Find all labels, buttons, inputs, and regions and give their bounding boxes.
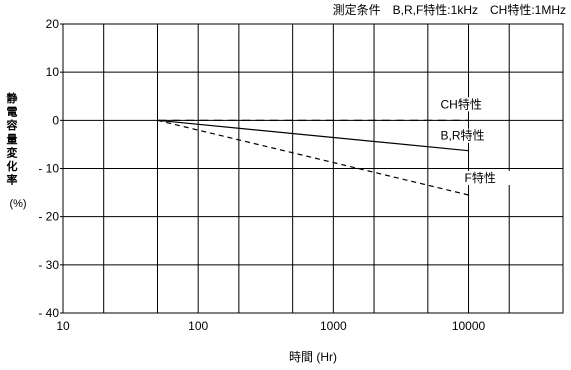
y-tick-label: - 20 [38, 210, 59, 224]
series-line-1 [157, 119, 469, 152]
series-labels: CH特性 B,R特性 F特性 [438, 96, 519, 185]
y-tick-label: - 30 [38, 258, 59, 272]
y-tick-labels: 20 10 0 - 10 - 20 - 30 - 40 [38, 17, 63, 320]
series-label-bg [462, 170, 519, 185]
series-layer [157, 119, 469, 196]
x-axis-label: 時間 (Hr) [289, 350, 337, 364]
x-tick-labels: 10 100 1000 10000 [56, 319, 485, 333]
y-tick-label: 10 [46, 65, 60, 79]
y-axis-label-char: 化 [7, 159, 18, 173]
y-axis-label-char: 変 [7, 145, 18, 159]
y-axis-unit: (%) [9, 198, 26, 210]
series-label: B,R特性 [441, 128, 485, 143]
series-label-bg [438, 97, 495, 112]
y-axis-label-char: 静 [7, 91, 18, 105]
series-label: CH特性 [441, 96, 482, 111]
series-line-2 [157, 119, 469, 196]
y-tick-label: - 40 [38, 306, 59, 320]
grid [63, 24, 563, 313]
y-tick-label: - 10 [38, 162, 59, 176]
y-axis-label-char: 容 [6, 118, 18, 132]
series-label-bg [438, 128, 495, 143]
x-tick-label: 10 [56, 319, 70, 333]
y-axis-label-char: 量 [7, 133, 18, 146]
x-tick-label: 10000 [452, 319, 486, 333]
y-axis-label-char: 電 [7, 106, 18, 119]
y-tick-label: 0 [52, 113, 59, 127]
x-tick-label: 100 [188, 319, 208, 333]
measurement-conditions-note: 測定条件 B,R,F特性:1kHz CH特性:1MHz [333, 2, 566, 17]
x-tick-label: 1000 [320, 319, 347, 333]
y-axis-label-char: 率 [7, 173, 18, 187]
series-label: F特性 [465, 170, 496, 185]
y-tick-label: 20 [46, 17, 60, 31]
